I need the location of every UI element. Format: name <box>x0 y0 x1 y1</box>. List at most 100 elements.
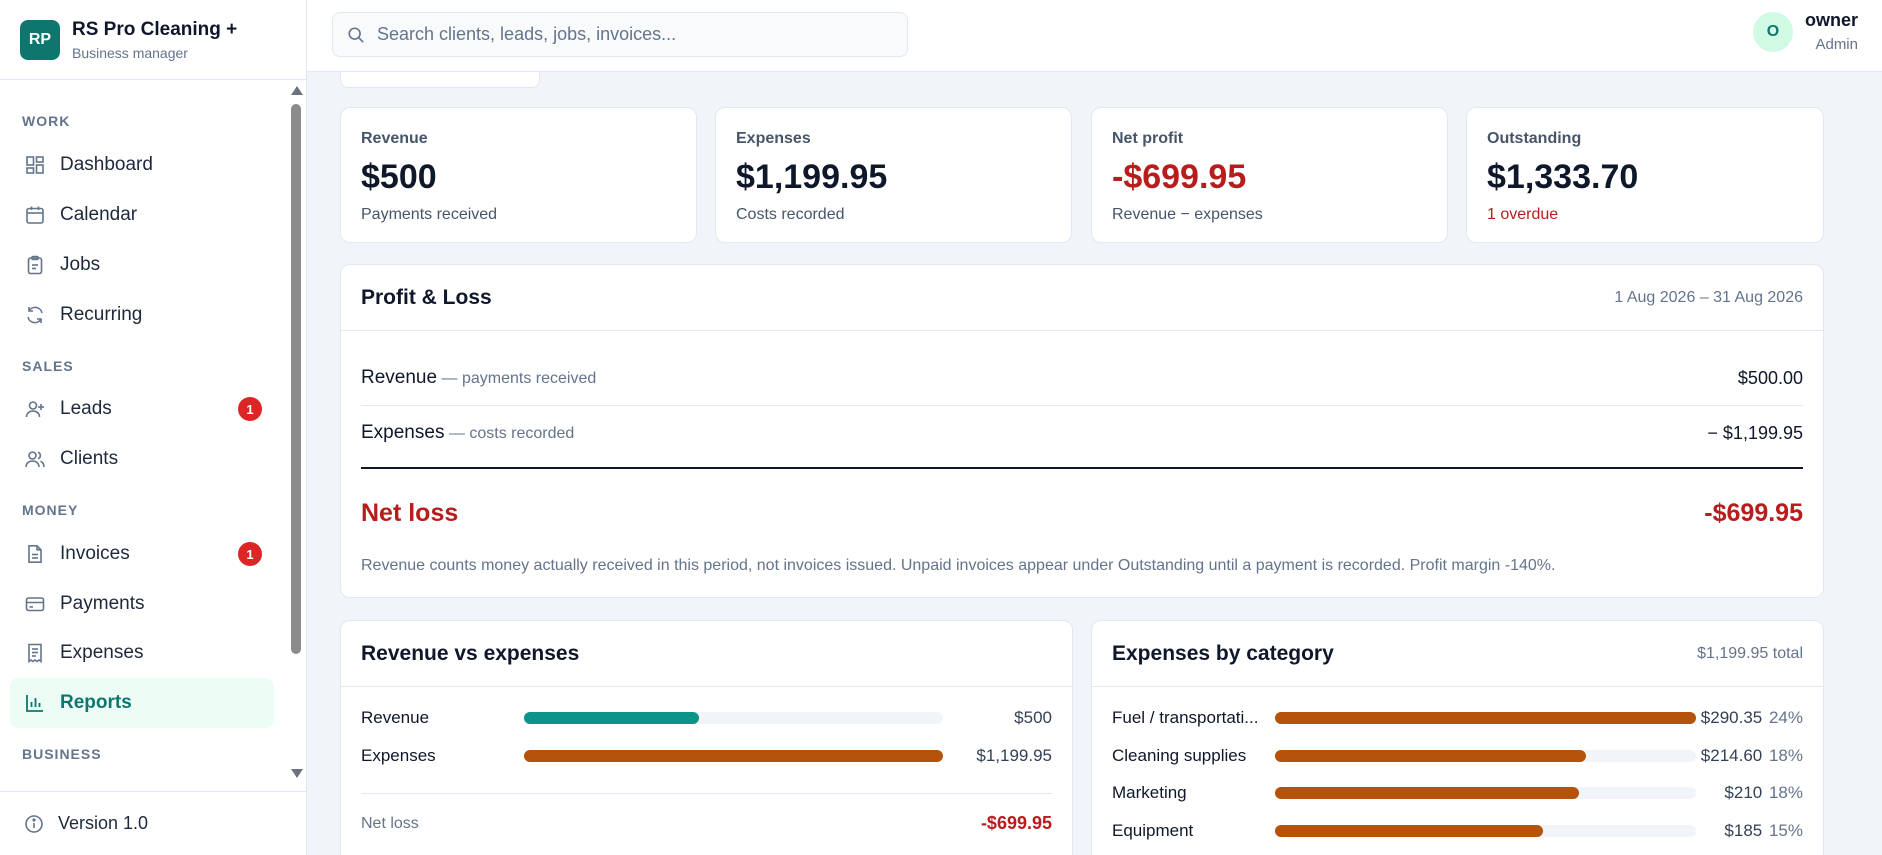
leads-count-badge: 1 <box>238 397 262 421</box>
bar-fill <box>1275 825 1543 837</box>
top-bar: O owner Admin <box>307 0 1882 72</box>
stat-value: $1,333.70 <box>1487 158 1639 196</box>
net-loss-label: Net loss <box>361 814 419 832</box>
category-amount: $214.60 <box>1700 746 1763 765</box>
sidebar-nav: WORK Dashboard Calendar Jobs Recurring <box>0 80 288 786</box>
user-menu[interactable]: O owner Admin <box>1752 10 1858 53</box>
search-input[interactable] <box>377 24 877 45</box>
sidebar-item-label: Clients <box>60 448 119 469</box>
brand-subtitle: Business manager <box>72 44 188 61</box>
expenses-by-category-card: Expenses by category $1,199.95 total Fue… <box>1091 620 1824 855</box>
expenses-total: $1,199.95 total <box>1697 644 1803 662</box>
bar-fill <box>524 750 943 762</box>
dashboard-icon <box>24 154 46 176</box>
period-selector[interactable] <box>340 72 540 88</box>
pl-row-amount: $500.00 <box>1737 367 1803 388</box>
bar-fill <box>524 712 699 724</box>
sidebar-scrollbar[interactable] <box>288 80 304 786</box>
stat-subtext: Payments received <box>361 206 498 223</box>
invoices-count-badge: 1 <box>238 542 262 566</box>
sidebar-item-clients[interactable]: Clients <box>10 434 274 484</box>
user-role: Admin <box>1815 36 1858 53</box>
category-row: Fuel / transportati... $290.35 24% <box>1112 703 1803 733</box>
category-row: Marketing $210 18% <box>1112 778 1803 808</box>
scroll-down-arrow-icon[interactable] <box>291 769 303 778</box>
version-info[interactable]: Version 1.0 <box>0 791 306 855</box>
card-title: Revenue vs expenses <box>361 641 580 665</box>
bar-label: Revenue <box>361 708 430 727</box>
revenue-vs-expenses-card: Revenue vs expenses Revenue $500 Expense… <box>340 620 1073 855</box>
card-title: Profit & Loss <box>361 285 492 309</box>
net-label: Net loss <box>361 498 459 527</box>
sidebar-item-reports[interactable]: Reports <box>10 678 274 728</box>
stat-value: $1,199.95 <box>736 158 888 196</box>
bar-row-expenses: Expenses $1,199.95 <box>361 741 1052 771</box>
category-row: Equipment $185 15% <box>1112 816 1803 846</box>
scroll-up-arrow-icon[interactable] <box>291 86 303 95</box>
bar-fill <box>1275 750 1586 762</box>
section-label-money: MONEY <box>22 502 79 518</box>
credit-card-icon <box>24 593 46 615</box>
stat-label: Revenue <box>361 130 428 147</box>
pl-footnote: Revenue counts money actually received i… <box>361 557 1556 574</box>
stat-label: Net profit <box>1112 130 1184 147</box>
pl-expenses-row: Expenses — costs recorded − $1,199.95 <box>361 406 1803 460</box>
period-range: 1 Aug 2026 – 31 Aug 2026 <box>1614 288 1803 306</box>
sidebar-item-label: Payments <box>60 593 145 614</box>
stat-label: Expenses <box>736 130 811 147</box>
brand-name: RS Pro Cleaning + <box>72 18 238 40</box>
pl-row-label: Expenses <box>361 422 445 443</box>
clipboard-icon <box>24 254 46 276</box>
sidebar-item-recurring[interactable]: Recurring <box>10 290 274 340</box>
bar-label: Expenses <box>361 746 436 765</box>
stat-value: -$699.95 <box>1112 158 1247 196</box>
scroll-thumb[interactable] <box>291 104 301 654</box>
sidebar-item-jobs[interactable]: Jobs <box>10 240 274 290</box>
stat-card-outstanding: Outstanding $1,333.70 1 overdue <box>1466 107 1824 243</box>
sidebar-item-payments[interactable]: Payments <box>10 579 274 629</box>
category-percent: 15% <box>1768 821 1803 840</box>
bar-fill <box>1275 712 1696 724</box>
category-label: Marketing <box>1112 783 1187 802</box>
divider <box>361 793 1052 794</box>
pl-row-amount: − $1,199.95 <box>1707 422 1803 443</box>
card-title: Expenses by category <box>1112 641 1334 665</box>
category-label: Cleaning supplies <box>1112 746 1247 765</box>
pl-row-description: — payments received <box>441 370 597 387</box>
sidebar: RP RS Pro Cleaning + Business manager WO… <box>0 0 307 855</box>
bar-track <box>524 750 943 762</box>
category-label: Fuel / transportati... <box>1112 708 1259 727</box>
sidebar-item-expenses[interactable]: Expenses <box>10 628 274 678</box>
sidebar-item-calendar[interactable]: Calendar <box>10 190 274 240</box>
search-box[interactable] <box>332 12 908 57</box>
sidebar-item-dashboard[interactable]: Dashboard <box>10 140 274 190</box>
calendar-icon <box>24 204 46 226</box>
net-loss-value: -$699.95 <box>980 813 1052 833</box>
pl-revenue-row: Revenue — payments received $500.00 <box>361 351 1803 405</box>
bar-track <box>1275 825 1696 837</box>
sidebar-item-label: Calendar <box>60 204 138 225</box>
bar-track <box>1275 712 1696 724</box>
bar-track <box>1275 750 1696 762</box>
receipt-icon <box>24 642 46 664</box>
pl-row-label: Revenue <box>361 367 438 388</box>
category-percent: 18% <box>1768 746 1803 765</box>
divider <box>361 405 1803 406</box>
sidebar-item-invoices[interactable]: Invoices 1 <box>10 529 274 579</box>
bar-track <box>1275 787 1696 799</box>
user-plus-icon <box>24 398 46 420</box>
stat-subtext-overdue: 1 overdue <box>1487 206 1559 223</box>
users-icon <box>24 448 46 470</box>
category-percent: 24% <box>1768 708 1803 727</box>
user-name: owner <box>1804 10 1858 30</box>
stat-value: $500 <box>361 158 437 196</box>
profit-loss-card: Profit & Loss 1 Aug 2026 – 31 Aug 2026 R… <box>340 264 1824 598</box>
sidebar-item-leads[interactable]: Leads 1 <box>10 384 274 434</box>
section-label-sales: SALES <box>22 358 74 374</box>
section-label-work: WORK <box>22 113 71 129</box>
stat-card-revenue: Revenue $500 Payments received <box>340 107 697 243</box>
sidebar-item-label: Dashboard <box>60 154 153 175</box>
brand[interactable]: RP RS Pro Cleaning + Business manager <box>0 0 306 80</box>
search-icon <box>347 26 365 44</box>
net-amount: -$699.95 <box>1704 498 1803 527</box>
